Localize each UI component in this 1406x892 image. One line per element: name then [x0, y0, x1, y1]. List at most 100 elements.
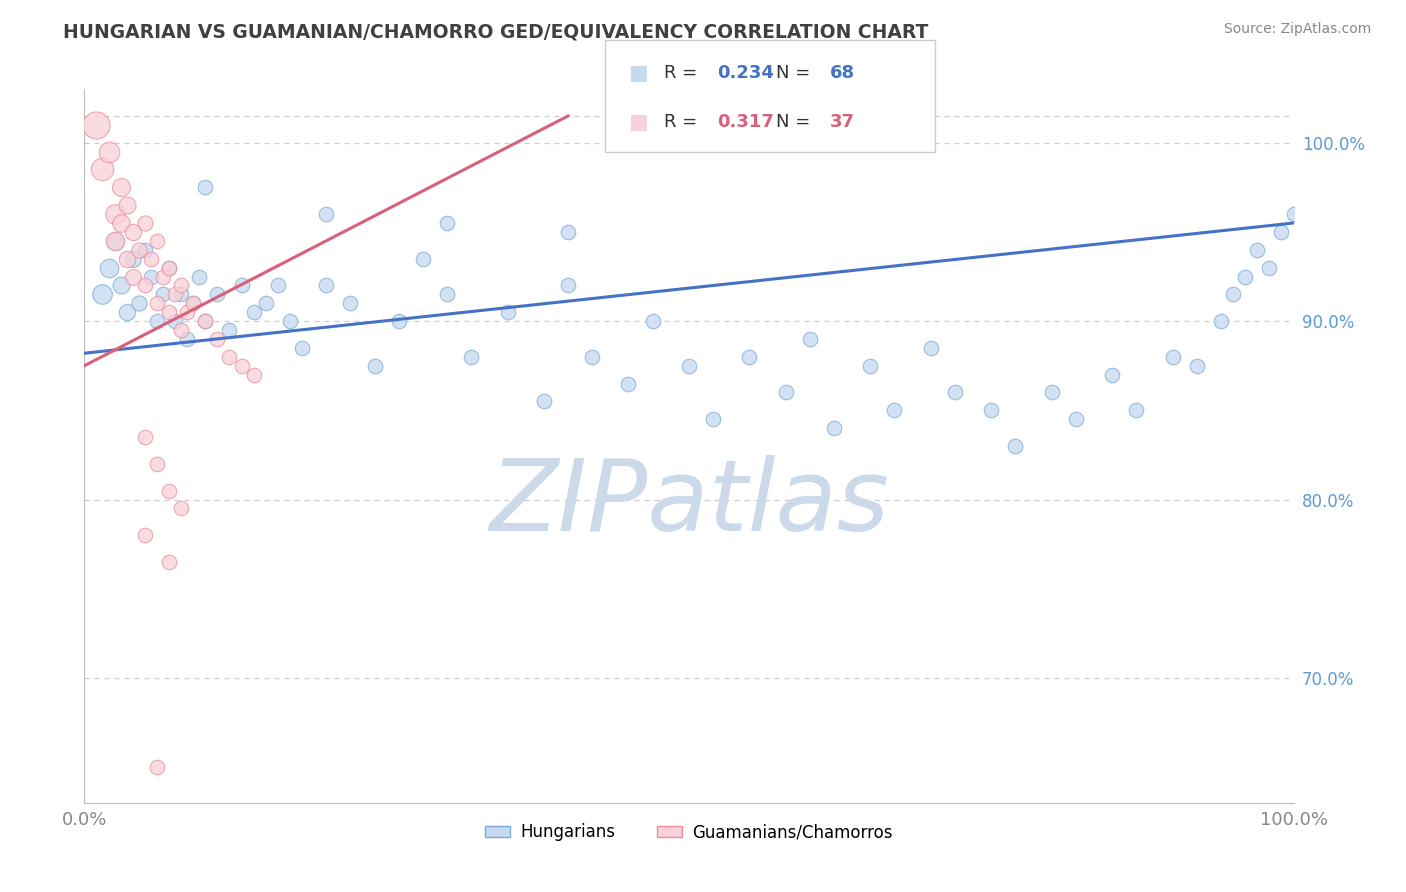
Point — [194, 314, 217, 328]
Point — [339, 296, 361, 310]
Point — [702, 412, 724, 426]
Point — [176, 305, 198, 319]
Text: HUNGARIAN VS GUAMANIAN/CHAMORRO GED/EQUIVALENCY CORRELATION CHART: HUNGARIAN VS GUAMANIAN/CHAMORRO GED/EQUI… — [63, 22, 928, 41]
Point — [91, 162, 114, 177]
Text: R =: R = — [664, 64, 703, 82]
Point — [170, 287, 193, 301]
Point — [557, 278, 579, 293]
Point — [110, 278, 132, 293]
Point — [1064, 412, 1087, 426]
Point — [146, 457, 169, 471]
Point — [128, 243, 150, 257]
Point — [1125, 403, 1147, 417]
Point — [581, 350, 603, 364]
Point — [1004, 439, 1026, 453]
Point — [1209, 314, 1232, 328]
Point — [134, 430, 156, 444]
Point — [152, 269, 174, 284]
Point — [1185, 359, 1208, 373]
Point — [678, 359, 700, 373]
Point — [412, 252, 434, 266]
Point — [170, 323, 193, 337]
Text: R =: R = — [664, 112, 703, 130]
Point — [176, 332, 198, 346]
Point — [943, 385, 966, 400]
Point — [388, 314, 411, 328]
Point — [218, 350, 240, 364]
Text: 0.234: 0.234 — [717, 64, 773, 82]
Point — [97, 260, 120, 275]
Point — [170, 278, 193, 293]
Point — [436, 216, 458, 230]
Point — [291, 341, 314, 355]
Point — [104, 234, 127, 248]
Point — [1258, 260, 1281, 275]
Point — [91, 287, 114, 301]
Point — [104, 207, 127, 221]
Text: ■: ■ — [628, 112, 648, 131]
Point — [242, 305, 264, 319]
Point — [533, 394, 555, 409]
Point — [170, 501, 193, 516]
Text: 37: 37 — [830, 112, 855, 130]
Point — [134, 216, 156, 230]
Point — [115, 305, 138, 319]
Point — [121, 252, 143, 266]
Point — [157, 260, 180, 275]
Point — [188, 269, 211, 284]
Point — [146, 314, 169, 328]
Point — [134, 278, 156, 293]
Point — [165, 287, 187, 301]
Point — [207, 287, 229, 301]
Point — [315, 207, 337, 221]
Point — [1040, 385, 1063, 400]
Point — [194, 180, 217, 194]
Point — [146, 234, 169, 248]
Point — [460, 350, 482, 364]
Point — [859, 359, 882, 373]
Point — [157, 483, 180, 498]
Point — [980, 403, 1002, 417]
Point — [557, 225, 579, 239]
Point — [207, 332, 229, 346]
Point — [242, 368, 264, 382]
Point — [1222, 287, 1244, 301]
Point — [146, 760, 169, 774]
Point — [1234, 269, 1257, 284]
Point — [139, 252, 162, 266]
Point — [104, 234, 127, 248]
Text: N =: N = — [776, 112, 815, 130]
Point — [121, 269, 143, 284]
Point — [181, 296, 204, 310]
Point — [146, 296, 169, 310]
Point — [823, 421, 845, 435]
Point — [496, 305, 519, 319]
Point — [278, 314, 301, 328]
Point — [920, 341, 942, 355]
Text: 68: 68 — [830, 64, 855, 82]
Point — [152, 287, 174, 301]
Point — [134, 243, 156, 257]
Point — [157, 555, 180, 569]
Point — [436, 287, 458, 301]
Point — [775, 385, 797, 400]
Point — [110, 180, 132, 194]
Point — [157, 260, 180, 275]
Text: N =: N = — [776, 64, 815, 82]
Point — [139, 269, 162, 284]
Legend: Hungarians, Guamanians/Chamorros: Hungarians, Guamanians/Chamorros — [478, 817, 900, 848]
Text: ZIPatlas: ZIPatlas — [489, 455, 889, 551]
Point — [134, 528, 156, 542]
Point — [617, 376, 640, 391]
Point — [799, 332, 821, 346]
Point — [115, 252, 138, 266]
Point — [315, 278, 337, 293]
Point — [641, 314, 664, 328]
Text: ■: ■ — [628, 63, 648, 83]
Point — [218, 323, 240, 337]
Point — [363, 359, 385, 373]
Point — [97, 145, 120, 159]
Point — [115, 198, 138, 212]
Point — [86, 118, 108, 132]
Point — [254, 296, 277, 310]
